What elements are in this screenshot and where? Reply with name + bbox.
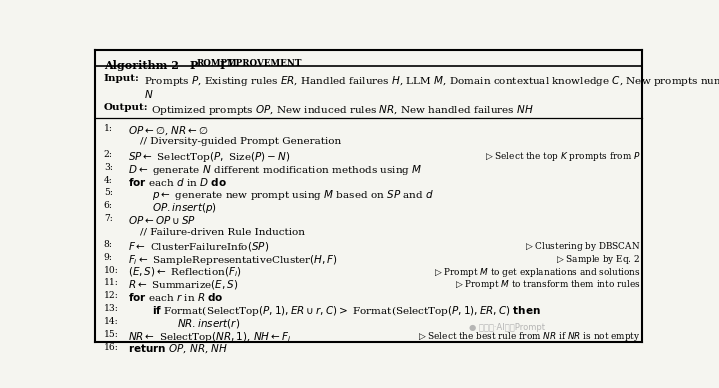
Text: I: I xyxy=(220,60,225,71)
Text: Output:: Output: xyxy=(104,103,148,112)
Text: $NR \leftarrow$ SelectTop$(NR, 1)$, $NH \leftarrow F_i$: $NR \leftarrow$ SelectTop$(NR, 1)$, $NH … xyxy=(128,330,291,344)
Text: $\triangleright$ Select the top $K$ prompts from $P$: $\triangleright$ Select the top $K$ prom… xyxy=(485,150,641,163)
Text: $SP \leftarrow$ SelectTop$(P,$ Size$(P) - N)$: $SP \leftarrow$ SelectTop$(P,$ Size$(P) … xyxy=(128,150,290,164)
Text: $F_i \leftarrow$ SampleRepresentativeCluster$(H, F)$: $F_i \leftarrow$ SampleRepresentativeClu… xyxy=(128,253,338,267)
Text: $\triangleright$ Select the best rule from $NR$ if $NR$ is not empty: $\triangleright$ Select the best rule fr… xyxy=(418,330,641,343)
Text: $\triangleright$ Prompt $M$ to transform them into rules: $\triangleright$ Prompt $M$ to transform… xyxy=(455,279,641,291)
Text: $R \leftarrow$ Summarize$(E, S)$: $R \leftarrow$ Summarize$(E, S)$ xyxy=(128,279,238,291)
Text: $\triangleright$ Sample by Eq. 2: $\triangleright$ Sample by Eq. 2 xyxy=(557,253,641,266)
Text: 6:: 6: xyxy=(104,201,113,210)
Text: 2:: 2: xyxy=(104,150,113,159)
Text: 12:: 12: xyxy=(104,291,119,300)
Text: 4:: 4: xyxy=(104,176,113,185)
Text: 3:: 3: xyxy=(104,163,113,172)
Text: ROMPT: ROMPT xyxy=(196,59,234,68)
Text: ● 公众号·AI修猫Prompt: ● 公众号·AI修猫Prompt xyxy=(469,323,545,332)
Text: $NR.insert(r)$: $NR.insert(r)$ xyxy=(177,317,240,330)
Text: 9:: 9: xyxy=(104,253,113,262)
Text: $\mathbf{if}$ Format(SelectTop$(P, 1), ER \cup r, C) >$ Format(SelectTop$(P, 1),: $\mathbf{if}$ Format(SelectTop$(P, 1), E… xyxy=(152,304,541,318)
Text: Prompts $P$, Existing rules $ER$, Handled failures $H$, LLM $M$, Domain contextu: Prompts $P$, Existing rules $ER$, Handle… xyxy=(145,74,719,88)
Text: 8:: 8: xyxy=(104,240,113,249)
Text: $\triangleright$ Clustering by DBSCAN: $\triangleright$ Clustering by DBSCAN xyxy=(525,240,641,253)
Text: $\mathbf{for}$ each $r$ in $R$ $\mathbf{do}$: $\mathbf{for}$ each $r$ in $R$ $\mathbf{… xyxy=(128,291,224,303)
Text: 5:: 5: xyxy=(104,189,113,197)
Text: // Diversity-guided Prompt Generation: // Diversity-guided Prompt Generation xyxy=(140,137,342,146)
Text: $p \leftarrow$ generate new prompt using $M$ based on $SP$ and $d$: $p \leftarrow$ generate new prompt using… xyxy=(152,189,434,203)
Text: Optimized prompts $OP$, New induced rules $NR$, New handled failures $NH$: Optimized prompts $OP$, New induced rule… xyxy=(151,103,534,117)
Text: 10:: 10: xyxy=(104,265,119,275)
Text: 14:: 14: xyxy=(104,317,119,326)
Text: $(E, S) \leftarrow$ Reflection$(F_i)$: $(E, S) \leftarrow$ Reflection$(F_i)$ xyxy=(128,265,242,279)
Text: $\mathbf{return}$ $OP$, $NR$, $NH$: $\mathbf{return}$ $OP$, $NR$, $NH$ xyxy=(128,343,228,355)
Text: 11:: 11: xyxy=(104,279,119,288)
Text: 16:: 16: xyxy=(104,343,119,352)
Text: Input:: Input: xyxy=(104,74,139,83)
Text: 15:: 15: xyxy=(104,330,119,339)
Text: $N$: $N$ xyxy=(145,88,154,100)
Text: P: P xyxy=(189,60,197,71)
Text: $D \leftarrow$ generate $N$ different modification methods using $M$: $D \leftarrow$ generate $N$ different mo… xyxy=(128,163,422,177)
Text: $\triangleright$ Prompt $M$ to get explanations and solutions: $\triangleright$ Prompt $M$ to get expla… xyxy=(434,265,641,279)
Text: $F \leftarrow$ ClusterFailureInfo$(SP)$: $F \leftarrow$ ClusterFailureInfo$(SP)$ xyxy=(128,240,269,253)
Text: 7:: 7: xyxy=(104,214,113,223)
Text: $OP.insert(p)$: $OP.insert(p)$ xyxy=(152,201,217,215)
Text: Algorithm 2: Algorithm 2 xyxy=(104,60,183,71)
Text: 13:: 13: xyxy=(104,304,119,313)
Text: $OP \leftarrow \emptyset$, $NR \leftarrow \emptyset$: $OP \leftarrow \emptyset$, $NR \leftarro… xyxy=(128,124,209,137)
Text: 1:: 1: xyxy=(104,124,113,133)
Text: // Failure-driven Rule Induction: // Failure-driven Rule Induction xyxy=(140,227,305,236)
Text: $\mathbf{for}$ each $d$ in $D$ $\mathbf{do}$: $\mathbf{for}$ each $d$ in $D$ $\mathbf{… xyxy=(128,176,226,188)
Text: $OP \leftarrow OP \cup SP$: $OP \leftarrow OP \cup SP$ xyxy=(128,214,196,226)
Text: MPROVEMENT: MPROVEMENT xyxy=(227,59,303,68)
